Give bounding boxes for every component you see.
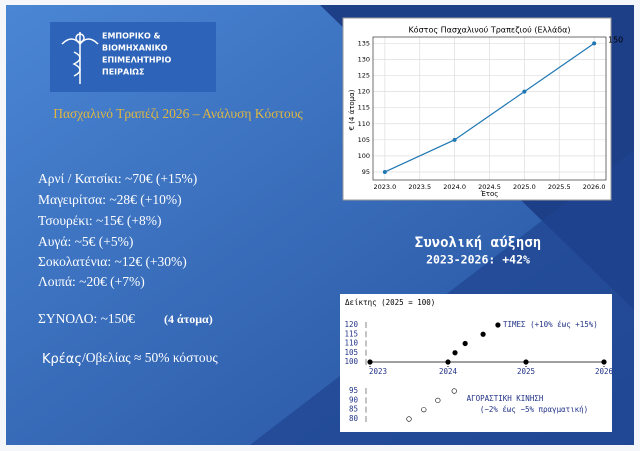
chart-title: Δείκτης (2025 = 100) xyxy=(345,298,435,307)
x-tick-label: 2023.0 xyxy=(373,183,396,191)
item: Αυγά: ~5€ (+5%) xyxy=(38,234,133,249)
note: Κρέας/Οβελίας ≈ 50% κόστους xyxy=(42,350,218,366)
item: Τσουρέκι: ~15€ (+8%) xyxy=(38,213,162,228)
point xyxy=(421,407,427,413)
point xyxy=(452,350,458,356)
point xyxy=(522,89,527,94)
item: Αρνί / Κατσίκι: ~70€ (+15%) xyxy=(38,171,197,186)
y-tick-label: 130 xyxy=(358,55,370,63)
chart-title: Κόστος Πασχαλινού Τραπεζιού (Ελλάδα) xyxy=(408,25,570,35)
org-name: ΒΙΟΜΗΧΑΝΙΚΟ xyxy=(102,44,168,53)
line xyxy=(384,42,595,173)
item: Μαγειρίτσα: ~28€ (+10%) xyxy=(38,192,182,207)
summary-value: 2023-2026: +42% xyxy=(426,253,530,267)
x-tick-label: 2023.5 xyxy=(408,183,431,191)
x-tick-label: 2024 xyxy=(439,367,458,376)
series-label: ΤΙΜΕΣ (+10% έως +15%) xyxy=(503,320,598,329)
y-tick-label: 85 xyxy=(349,405,358,414)
total: ΣΥΝΟΛΟ: ~150€ xyxy=(38,311,135,326)
point xyxy=(367,359,373,365)
x-tick-label: 2025.0 xyxy=(513,183,536,191)
org-name: ΕΠΙΜΕΛΗΤΗΡΙΟ xyxy=(102,56,171,65)
point xyxy=(406,416,412,422)
point xyxy=(445,359,451,365)
y-tick-label: 125 xyxy=(358,72,370,80)
x-axis-label: Έτος xyxy=(480,190,499,198)
y-tick-label: 100 xyxy=(358,152,370,160)
note-rest: /Οβελίας ≈ 50% κόστους xyxy=(82,350,218,365)
y-tick-label: 105 xyxy=(358,136,370,144)
summary-title: Συνολική αύξηση xyxy=(415,235,541,251)
point xyxy=(480,331,486,337)
y-tick-label: 110 xyxy=(358,120,370,128)
title: Πασχαλινό Τραπέζι 2026 – Ανάλυση Κόστους xyxy=(53,106,303,121)
series-note: (−2% έως −5% πραγματική) xyxy=(480,405,588,414)
annotation: 150 xyxy=(608,36,623,45)
note-bold: Κρέας xyxy=(42,352,82,367)
y-tick-label: 105 xyxy=(344,348,358,357)
item: Σοκολατένια: ~12€ (+30%) xyxy=(38,254,187,269)
x-tick-label: 2023 xyxy=(369,367,387,376)
point xyxy=(601,359,607,365)
chart-panel xyxy=(342,17,612,201)
y-tick-label: 95 xyxy=(362,168,370,176)
point xyxy=(452,137,457,142)
chart-panel xyxy=(340,294,612,432)
x-tick-label: 2024.0 xyxy=(443,183,466,191)
y-tick-label: 90 xyxy=(349,395,359,404)
org-name: ΕΜΠΟΡΙΚΟ & xyxy=(102,32,161,41)
x-tick-label: 2025 xyxy=(517,367,535,376)
x-tick-label: 2026 xyxy=(595,367,614,376)
point xyxy=(592,41,597,46)
series-label: ΑΓΟΡΑΣΤΙΚΗ ΚΙΝΗΣΗ xyxy=(467,394,544,403)
total-people: (4 άτομα) xyxy=(164,312,213,326)
point xyxy=(495,322,501,328)
y-tick-label: 115 xyxy=(358,104,370,112)
y-axis-label: € (4 άτομα) xyxy=(348,89,356,130)
x-tick-label: 2024.5 xyxy=(478,183,501,191)
point xyxy=(382,169,387,174)
point xyxy=(451,388,457,394)
y-tick-label: 110 xyxy=(344,339,358,348)
plot-frame xyxy=(372,36,607,181)
org-name: ΠΕΙΡΑΙΩΣ xyxy=(102,68,144,77)
y-tick-label: 135 xyxy=(358,39,370,47)
point xyxy=(462,340,468,347)
logo-icon xyxy=(61,32,99,84)
y-tick-label: 120 xyxy=(358,88,370,96)
x-tick-label: 2025.5 xyxy=(548,183,571,191)
y-tick-label: 100 xyxy=(344,357,358,366)
point xyxy=(523,359,529,365)
y-tick-label: 115 xyxy=(344,329,358,338)
point xyxy=(435,397,441,403)
item: Λοιπά: ~20€ (+7%) xyxy=(38,274,145,289)
y-tick-label: 95 xyxy=(349,386,358,395)
y-tick-label: 120 xyxy=(344,320,358,329)
y-tick-label: 80 xyxy=(349,414,359,423)
x-tick-label: 2026.0 xyxy=(583,183,606,191)
logo-box xyxy=(50,22,216,92)
